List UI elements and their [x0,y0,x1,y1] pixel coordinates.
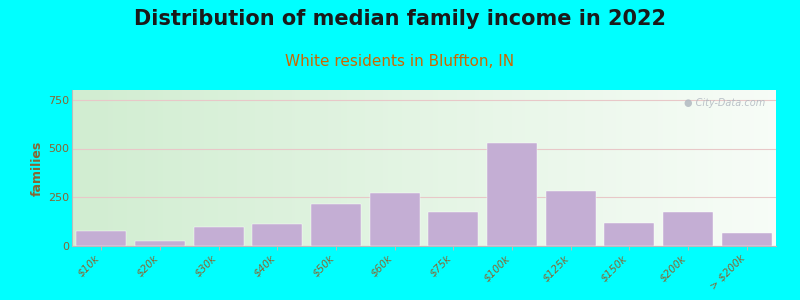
Text: Distribution of median family income in 2022: Distribution of median family income in … [134,9,666,29]
Bar [722,233,771,246]
Bar [663,212,713,246]
Bar [77,231,126,246]
Bar [370,193,419,246]
Text: ● City-Data.com: ● City-Data.com [684,98,766,108]
Bar [311,204,361,246]
Text: White residents in Bluffton, IN: White residents in Bluffton, IN [286,54,514,69]
Bar [487,142,537,246]
Bar [546,191,595,246]
Bar [194,227,243,246]
Y-axis label: families: families [31,140,44,196]
Bar [605,223,654,246]
Bar [135,241,185,246]
Bar [253,224,302,246]
Bar [429,212,478,246]
